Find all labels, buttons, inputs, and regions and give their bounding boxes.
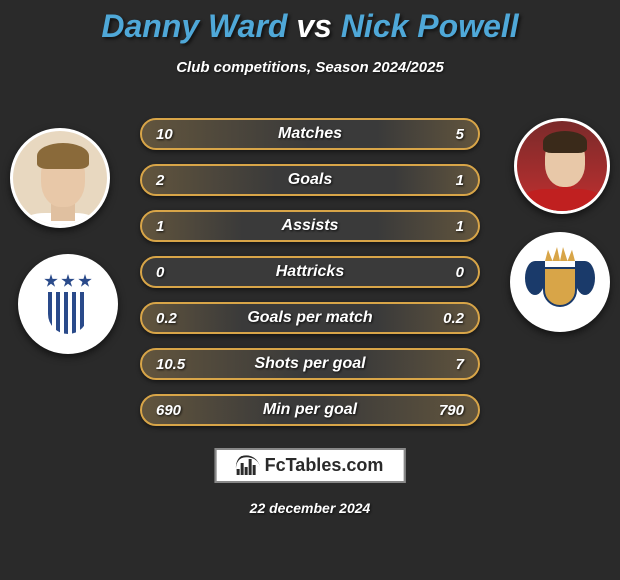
stat-label: Shots per goal — [142, 350, 478, 378]
comparison-subtitle: Club competitions, Season 2024/2025 — [0, 59, 620, 76]
stat-row: 00Hattricks — [140, 256, 480, 288]
stat-label: Matches — [142, 120, 478, 148]
brand-logo-icon — [237, 457, 259, 475]
stat-row: 105Matches — [140, 118, 480, 150]
stat-label: Min per goal — [142, 396, 478, 424]
brand-name: FcTables.com — [265, 455, 384, 476]
stat-label: Hattricks — [142, 258, 478, 286]
vs-text: vs — [296, 8, 332, 44]
stat-row: 21Goals — [140, 164, 480, 196]
stat-label: Assists — [142, 212, 478, 240]
comparison-date: 22 december 2024 — [0, 500, 620, 516]
stat-label: Goals per match — [142, 304, 478, 332]
player1-name: Danny Ward — [101, 8, 287, 44]
player1-club-crest — [18, 254, 118, 354]
player2-avatar — [514, 118, 610, 214]
player2-name: Nick Powell — [341, 8, 519, 44]
player1-avatar — [10, 128, 110, 228]
stats-table: 105Matches 21Goals 11Assists 00Hattricks 0.2… — [140, 118, 480, 440]
player2-club-crest — [510, 232, 610, 332]
stat-row: 10.57Shots per goal — [140, 348, 480, 380]
brand-badge: FcTables.com — [215, 448, 406, 483]
stat-label: Goals — [142, 166, 478, 194]
stat-row: 690790Min per goal — [140, 394, 480, 426]
stat-row: 0.20.2Goals per match — [140, 302, 480, 334]
comparison-title: Danny Ward vs Nick Powell — [0, 0, 620, 45]
stat-row: 11Assists — [140, 210, 480, 242]
